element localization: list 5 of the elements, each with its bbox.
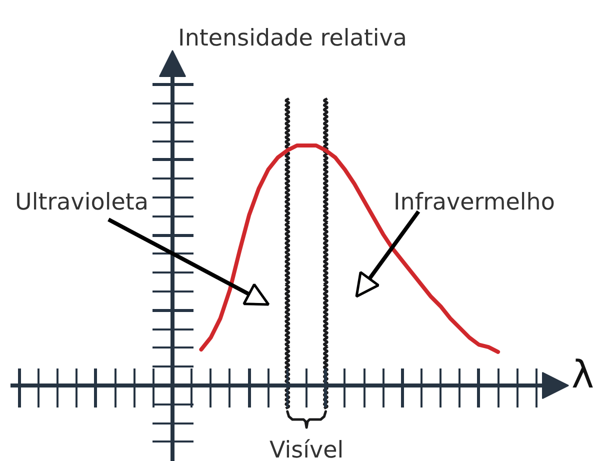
text: Visível: [269, 438, 344, 461]
text: Ultravioleta: [14, 190, 149, 216]
x-axis-title: λ: [572, 352, 594, 396]
y-axis-title: Intensidade relativa: [178, 26, 407, 52]
annotation: Infravermelho: [394, 190, 555, 216]
